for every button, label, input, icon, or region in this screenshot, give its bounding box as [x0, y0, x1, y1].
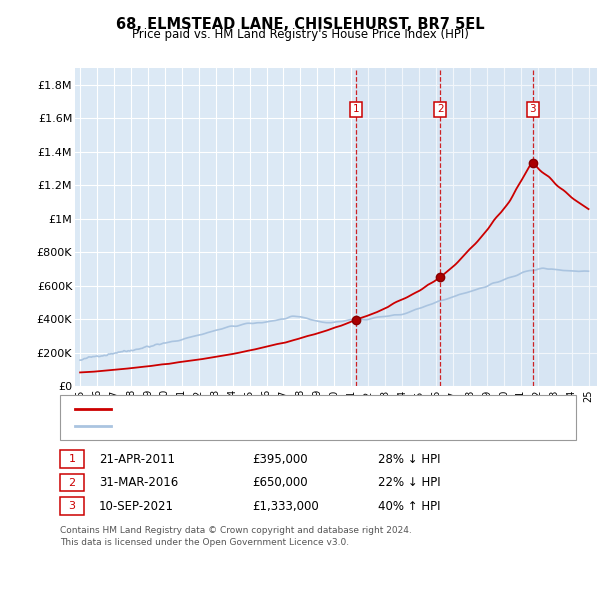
Text: 1: 1	[353, 104, 359, 114]
Text: £395,000: £395,000	[252, 453, 308, 466]
Text: 22% ↓ HPI: 22% ↓ HPI	[378, 476, 440, 489]
Text: 68, ELMSTEAD LANE, CHISLEHURST, BR7 5EL: 68, ELMSTEAD LANE, CHISLEHURST, BR7 5EL	[116, 17, 484, 31]
Text: 21-APR-2011: 21-APR-2011	[99, 453, 175, 466]
Text: 68, ELMSTEAD LANE, CHISLEHURST, BR7 5EL (detached house): 68, ELMSTEAD LANE, CHISLEHURST, BR7 5EL …	[117, 404, 446, 414]
Text: 40% ↑ HPI: 40% ↑ HPI	[378, 500, 440, 513]
Text: Contains HM Land Registry data © Crown copyright and database right 2024.: Contains HM Land Registry data © Crown c…	[60, 526, 412, 535]
Text: £650,000: £650,000	[252, 476, 308, 489]
Bar	[440, 68, 533, 386]
Text: 2: 2	[437, 104, 443, 114]
Text: 10-SEP-2021: 10-SEP-2021	[99, 500, 174, 513]
Text: HPI: Average price, detached house, Bromley: HPI: Average price, detached house, Brom…	[117, 421, 353, 431]
Text: 31-MAR-2016: 31-MAR-2016	[99, 476, 178, 489]
Text: 28% ↓ HPI: 28% ↓ HPI	[378, 453, 440, 466]
Bar	[356, 68, 440, 386]
Bar	[533, 68, 597, 386]
Text: 3: 3	[68, 502, 76, 511]
Text: 3: 3	[529, 104, 536, 114]
Text: 2: 2	[68, 478, 76, 487]
Text: 1: 1	[68, 454, 76, 464]
Text: £1,333,000: £1,333,000	[252, 500, 319, 513]
Text: Price paid vs. HM Land Registry's House Price Index (HPI): Price paid vs. HM Land Registry's House …	[131, 28, 469, 41]
Text: This data is licensed under the Open Government Licence v3.0.: This data is licensed under the Open Gov…	[60, 538, 349, 547]
